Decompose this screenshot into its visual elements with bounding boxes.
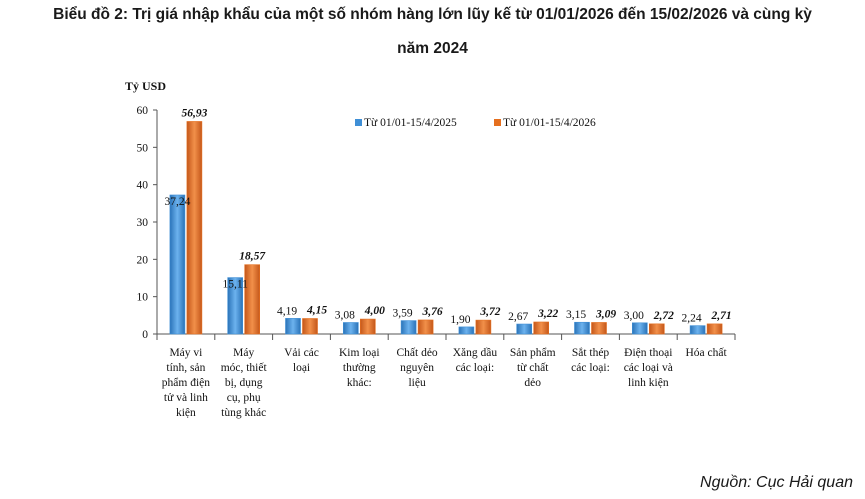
bar-2026	[706, 323, 723, 335]
bar-2025	[227, 277, 243, 335]
data-label-2026: 3,72	[479, 306, 500, 318]
legend-label-2026: Từ 01/01-15/4/2026	[503, 117, 596, 129]
bar-2026	[359, 318, 376, 335]
data-label-2025: 4,19	[277, 305, 297, 317]
data-label-2026: 3,09	[595, 308, 616, 320]
source-note: Nguồn: Cục Hải quan	[700, 474, 853, 491]
category-label: Máy vi tính, sản phẩm điện tử và linh kiện	[162, 347, 210, 419]
category-label: Điện thoại các loại và linh kiện	[624, 347, 673, 389]
bar-2025	[285, 318, 301, 335]
y-tick-label: 30	[137, 217, 149, 229]
chart-title-line-2: năm 2024	[397, 40, 468, 57]
data-label-2026: 4,00	[364, 305, 385, 317]
bar-2025	[342, 322, 359, 335]
data-label-2026: 56,93	[181, 107, 207, 119]
data-label-2026: 18,57	[239, 251, 266, 263]
data-label-2026: 3,76	[422, 306, 443, 318]
y-tick-label: 50	[137, 142, 149, 154]
bar-2026	[648, 323, 665, 335]
data-label-2025: 2,24	[682, 313, 702, 325]
bar-chart: Tỷ USD 0 10 20 30 40 50 60 37,24 56,93 Máy vi tính,…	[125, 79, 736, 419]
category-label: Hóa chất	[685, 346, 727, 359]
y-tick-label: 10	[137, 292, 149, 304]
bar-2025	[631, 322, 648, 335]
data-label-2025: 37,24	[164, 196, 190, 208]
category-label: Máy móc, thiết bị, dụng cụ, phụ tùng khác	[221, 347, 268, 419]
category-label: Chất dẻo nguyên liệu	[396, 346, 437, 389]
y-tick-label: 20	[137, 254, 149, 266]
bar-2026	[533, 321, 550, 335]
bar-2025	[169, 194, 186, 335]
bar-2026	[475, 319, 492, 335]
bar-2025	[458, 326, 475, 335]
bar-2025	[574, 321, 590, 335]
data-label-2026: 2,72	[653, 310, 674, 322]
bar-2026	[591, 322, 607, 335]
bar-2025	[689, 325, 706, 335]
data-label-2025: 1,90	[450, 314, 470, 326]
y-axis-label: Tỷ USD	[125, 79, 166, 93]
data-label-2026: 2,71	[711, 310, 732, 322]
y-tick-label: 40	[137, 180, 149, 192]
data-label-2025: 2,67	[508, 311, 528, 323]
category-label: Kim loại thường khác:	[339, 347, 380, 389]
data-label-2025: 15,11	[222, 279, 248, 291]
y-tick-label: 60	[137, 105, 149, 117]
bar-2026	[417, 319, 434, 335]
data-label-2025: 3,00	[624, 310, 644, 322]
legend-label-2025: Từ 01/01-15/4/2025	[364, 117, 457, 129]
data-label-2025: 3,15	[566, 309, 586, 321]
data-label-2025: 3,08	[335, 310, 355, 322]
legend-swatch-2026	[494, 119, 501, 126]
bar-2025	[516, 323, 533, 335]
data-label-2025: 3,59	[393, 308, 413, 320]
chart-title-line-1: Biểu đồ 2: Trị giá nhập khẩu của một số …	[53, 6, 812, 23]
data-label-2026: 3,22	[537, 308, 558, 320]
legend-swatch-2025	[355, 119, 362, 126]
bar-2026	[302, 318, 318, 335]
category-label: Sắt thép các loại:	[571, 346, 610, 374]
data-label-2026: 4,15	[306, 305, 327, 317]
category-label: Xăng dầu các loại:	[453, 346, 498, 374]
category-label: Sản phẩm từ chất dẻo	[510, 346, 556, 389]
category-label: Vải các loại	[284, 347, 319, 374]
bar-2025	[400, 320, 417, 335]
y-tick-label: 0	[142, 329, 148, 341]
bar-2026	[244, 264, 260, 335]
bar-2026	[186, 121, 203, 335]
